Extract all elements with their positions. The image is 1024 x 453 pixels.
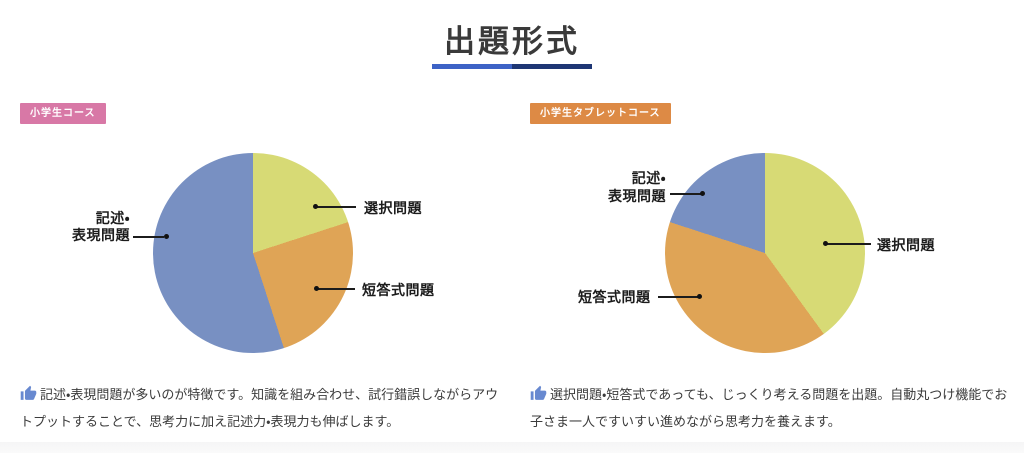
underline-right-segment (512, 64, 592, 69)
callout-choice: 選択問題 (877, 237, 935, 253)
leader-dot (697, 294, 702, 299)
leader-dot (313, 204, 318, 209)
callout-choice: 選択問題 (364, 200, 422, 216)
leader-dot (700, 191, 705, 196)
callout-written-expression: 記述・ 表現問題 (608, 170, 666, 204)
section-divider (0, 442, 1024, 453)
leader-line (317, 288, 355, 290)
elementary-course-badge: 小学生コース (20, 103, 106, 124)
callout-short-answer: 短答式問題 (362, 282, 435, 298)
leader-line (316, 206, 356, 208)
thumbs-up-icon (530, 385, 547, 400)
underline-left-segment (432, 64, 512, 69)
leader-line (670, 193, 701, 195)
tablet-course-pie-chart (665, 153, 865, 353)
elementary-course-note: 記述・表現問題が多いのが特徴です。知識を組み合わせ、試行錯誤しながらアウトプット… (20, 381, 502, 435)
title-underline (432, 64, 592, 69)
callout-short-answer: 短答式問題 (578, 289, 651, 305)
tablet-course-badge: 小学生タブレットコース (530, 103, 671, 124)
callout-written-expression: 記述・ 表現問題 (72, 210, 130, 243)
tablet-course-note: 選択問題・短答式であっても、じっくり考える問題を出題。自動丸つけ機能でお子さま一… (530, 381, 1012, 435)
leader-dot (314, 286, 319, 291)
note-text: 記述・表現問題が多いのが特徴です。知識を組み合わせ、試行錯誤しながらアウトプット… (20, 387, 499, 429)
leader-dot (823, 241, 828, 246)
thumbs-up-icon (20, 385, 37, 400)
leader-dot (164, 234, 169, 239)
note-text: 選択問題・短答式であっても、じっくり考える問題を出題。自動丸つけ機能でお子さま一… (530, 387, 1008, 429)
elementary-course-pie-chart (153, 153, 353, 353)
leader-line (133, 236, 164, 238)
page-title: 出題形式 (444, 24, 580, 59)
leader-line (658, 296, 698, 298)
leader-line (826, 243, 871, 245)
